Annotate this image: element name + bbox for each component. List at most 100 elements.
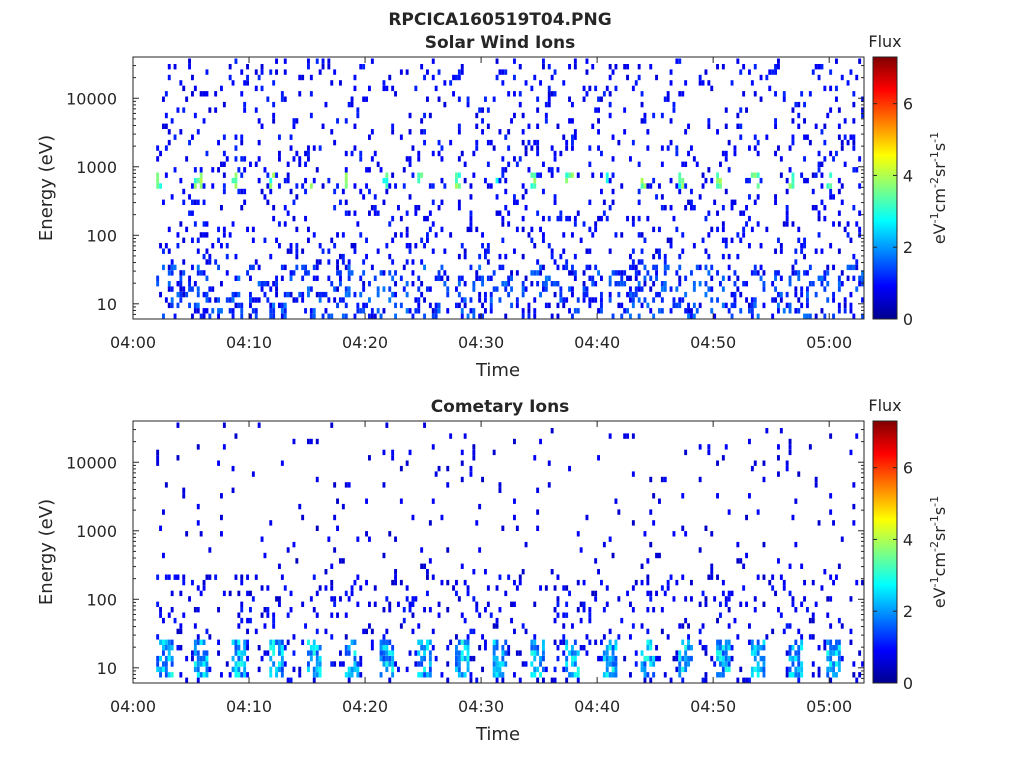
heatmap-cell: [304, 177, 307, 184]
heatmap-cell: [788, 281, 792, 287]
heatmap-cell: [771, 69, 775, 75]
heatmap-cell: [379, 650, 383, 656]
heatmap-cell: [193, 177, 197, 184]
heatmap-cell: [608, 275, 612, 281]
heatmap-cell: [443, 80, 447, 86]
heatmap-cell: [266, 199, 270, 205]
heatmap-cell: [196, 302, 200, 309]
heatmap-cell: [840, 270, 844, 276]
heatmap-cell: [382, 634, 386, 640]
heatmap-cell: [373, 601, 377, 607]
heatmap-cell: [280, 655, 284, 662]
heatmap-cell: [710, 563, 714, 569]
heatmap-cell: [463, 655, 467, 662]
heatmap-cell: [283, 308, 287, 314]
heatmap-cell: [620, 232, 624, 238]
heatmap-cell: [594, 281, 598, 287]
heatmap-cell: [542, 64, 545, 70]
heatmap-cell: [492, 655, 496, 662]
heatmap-cell: [614, 672, 618, 678]
heatmap-cell: [455, 650, 458, 656]
heatmap-cell: [794, 607, 798, 613]
heatmap-cell: [492, 645, 496, 651]
heatmap-cell: [843, 302, 847, 309]
heatmap-cell: [446, 677, 450, 683]
heatmap-cell: [344, 482, 348, 488]
heatmap-cell: [388, 639, 392, 645]
heatmap-cell: [173, 617, 177, 624]
heatmap-cell: [559, 253, 563, 260]
heatmap-cell: [779, 275, 783, 281]
heatmap-cell: [861, 313, 864, 319]
heatmap-cell: [750, 308, 754, 314]
heatmap-cell: [777, 302, 780, 309]
heatmap-cell: [759, 74, 763, 81]
heatmap-cell: [269, 639, 273, 645]
heatmap-cell: [167, 270, 171, 276]
heatmap-cell: [568, 286, 571, 292]
heatmap-cell: [544, 275, 548, 281]
heatmap-cell: [716, 177, 719, 184]
heatmap-cell: [736, 253, 740, 260]
heatmap-cell: [222, 172, 226, 178]
heatmap-cell: [272, 215, 276, 222]
heatmap-cell: [753, 270, 757, 276]
heatmap-cell: [719, 601, 722, 607]
heatmap-cell: [504, 281, 508, 287]
heatmap-cell: [402, 183, 406, 189]
heatmap-cell: [257, 281, 261, 287]
heatmap-cell: [608, 248, 612, 254]
heatmap-cell: [861, 96, 864, 102]
heatmap-cell: [817, 520, 821, 526]
heatmap-cell: [785, 460, 789, 466]
heatmap-cell: [156, 449, 160, 456]
heatmap-cell: [739, 210, 743, 216]
heatmap-cell: [249, 275, 252, 281]
heatmap-cell: [170, 639, 174, 645]
heatmap-cell: [405, 210, 409, 216]
heatmap-cell: [449, 639, 453, 645]
heatmap-cell: [753, 64, 757, 70]
heatmap-cell: [495, 655, 499, 662]
heatmap-cell: [449, 80, 453, 86]
heatmap-cell: [533, 313, 537, 319]
heatmap-cell: [759, 666, 763, 673]
heatmap-cell: [222, 444, 226, 450]
heatmap-cell: [353, 210, 357, 216]
heatmap-cell: [249, 302, 252, 309]
heatmap-cell: [806, 134, 809, 140]
heatmap-cell: [315, 650, 319, 656]
heatmap-cell: [507, 645, 511, 651]
heatmap-cell: [823, 275, 827, 281]
heatmap-cell: [428, 666, 432, 673]
heatmap-cell: [521, 183, 525, 189]
heatmap-cell: [388, 270, 392, 276]
heatmap-cell: [846, 139, 850, 146]
heatmap-cell: [263, 607, 267, 613]
heatmap-cell: [466, 650, 470, 656]
heatmap-cell: [275, 639, 278, 645]
heatmap-cell: [591, 275, 595, 281]
heatmap-cell: [631, 85, 635, 92]
heatmap-cell: [217, 226, 220, 233]
heatmap-cell: [501, 672, 505, 678]
heatmap-cell: [492, 145, 496, 151]
heatmap-cell: [753, 134, 757, 140]
heatmap-cell: [637, 188, 641, 195]
heatmap-cell: [394, 536, 397, 542]
heatmap-cell: [681, 177, 685, 184]
heatmap-cell: [527, 313, 531, 319]
heatmap-cell: [756, 313, 760, 319]
heatmap-cell: [391, 259, 395, 265]
heatmap-cell: [254, 259, 258, 265]
heatmap-cell: [684, 275, 688, 281]
heatmap-cell: [478, 291, 482, 298]
solar-wind-panel: Solar Wind Ions 04:00 04:10 04:20 04:30 04:4…: [36, 32, 949, 381]
heatmap-cell: [524, 541, 528, 548]
heatmap-cell: [515, 270, 519, 276]
heatmap-cell: [481, 634, 484, 640]
heatmap-cell: [486, 601, 490, 607]
heatmap-cell: [164, 123, 168, 129]
heatmap-cell: [640, 248, 644, 254]
heatmap-cell: [234, 58, 238, 64]
